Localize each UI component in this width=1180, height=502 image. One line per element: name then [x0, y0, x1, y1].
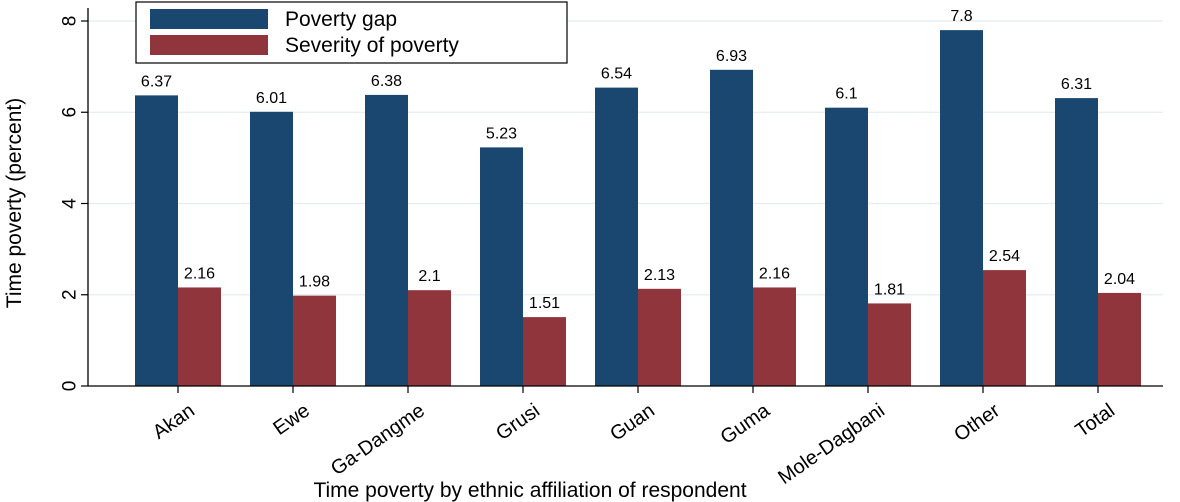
- data-labels: 6.37 2.16 6.01 1.98 6.38 2.1 5.23 1.51 6.54 2.13 6…: [141, 8, 1135, 312]
- bar-poverty-gap-grusi: [480, 147, 523, 386]
- x-tick-label-guan: Guan: [606, 400, 659, 446]
- x-tick-label-ewe: Ewe: [269, 400, 313, 440]
- bar-severity-of-poverty-grusi: [523, 317, 566, 386]
- y-tick-label-4: 4: [60, 198, 81, 209]
- data-label-poverty-gap-akan: 6.37: [141, 73, 172, 90]
- bar-severity-of-poverty-other: [983, 270, 1026, 386]
- data-label-severity-of-poverty-other: 2.54: [989, 248, 1020, 265]
- y-axis: 0 2 4 6 8: [60, 8, 89, 392]
- bar-severity-of-poverty-total: [1098, 292, 1141, 386]
- bar-poverty-gap-guma: [710, 69, 753, 386]
- bar-poverty-gap-mole-dagbani: [825, 107, 868, 386]
- legend-swatch-poverty-gap: [150, 9, 268, 29]
- legend-swatch-severity: [150, 35, 268, 55]
- data-label-poverty-gap-grusi: 5.23: [486, 125, 517, 142]
- bars: [135, 30, 1141, 387]
- bar-severity-of-poverty-ga-dangme: [408, 290, 451, 386]
- bar-poverty-gap-total: [1055, 98, 1098, 386]
- x-tick-label-total: Total: [1072, 400, 1119, 442]
- x-tick-label-akan: Akan: [149, 400, 199, 444]
- data-label-severity-of-poverty-grusi: 1.51: [529, 295, 560, 312]
- data-label-poverty-gap-guma: 6.93: [716, 48, 747, 65]
- y-tick-label-2: 2: [60, 289, 81, 300]
- x-tick-label-mole-dagbani: Mole-Dagbani: [774, 400, 889, 489]
- data-label-severity-of-poverty-mole-dagbani: 1.81: [874, 281, 905, 298]
- legend: Poverty gap Severity of poverty: [135, 1, 568, 64]
- bar-severity-of-poverty-akan: [178, 287, 221, 386]
- x-axis-title: Time poverty by ethnic affiliation of re…: [313, 479, 746, 502]
- data-label-severity-of-poverty-ga-dangme: 2.1: [418, 268, 440, 285]
- bar-poverty-gap-other: [940, 30, 983, 386]
- bar-severity-of-poverty-ewe: [293, 295, 336, 386]
- data-label-poverty-gap-total: 6.31: [1061, 76, 1092, 93]
- data-label-poverty-gap-other: 7.8: [950, 8, 972, 25]
- bar-poverty-gap-ewe: [250, 111, 293, 386]
- bar-poverty-gap-guan: [595, 87, 638, 387]
- data-label-severity-of-poverty-guan: 2.13: [644, 267, 675, 284]
- data-label-poverty-gap-mole-dagbani: 6.1: [835, 86, 857, 103]
- data-label-severity-of-poverty-total: 2.04: [1104, 271, 1135, 288]
- x-tick-label-other: Other: [950, 399, 1004, 446]
- y-axis-title: Time poverty (percent): [3, 98, 26, 308]
- bar-poverty-gap-akan: [135, 95, 178, 387]
- y-tick-label-0: 0: [60, 381, 81, 392]
- bar-severity-of-poverty-guan: [638, 288, 681, 386]
- y-tick-label-6: 6: [60, 107, 81, 118]
- legend-label-poverty-gap: Poverty gap: [285, 8, 397, 31]
- x-tick-label-guma: Guma: [717, 399, 775, 449]
- data-label-severity-of-poverty-guma: 2.16: [759, 265, 790, 282]
- bar-poverty-gap-ga-dangme: [365, 94, 408, 386]
- legend-label-severity: Severity of poverty: [285, 34, 459, 57]
- bar-severity-of-poverty-mole-dagbani: [868, 303, 911, 386]
- x-axis: Akan Ewe Ga-Dangme Grusi Guan Guma Mole-Dagban…: [88, 385, 1163, 489]
- data-label-poverty-gap-ga-dangme: 6.38: [371, 73, 402, 90]
- bar-severity-of-poverty-guma: [753, 287, 796, 386]
- data-label-poverty-gap-guan: 6.54: [601, 66, 632, 83]
- x-tick-label-grusi: Grusi: [492, 400, 544, 445]
- data-label-severity-of-poverty-ewe: 1.98: [299, 274, 330, 291]
- y-tick-label-8: 8: [60, 16, 81, 27]
- x-tick-label-ga-dangme: Ga-Dangme: [327, 400, 429, 481]
- data-label-severity-of-poverty-akan: 2.16: [184, 265, 215, 282]
- data-label-poverty-gap-ewe: 6.01: [256, 90, 287, 107]
